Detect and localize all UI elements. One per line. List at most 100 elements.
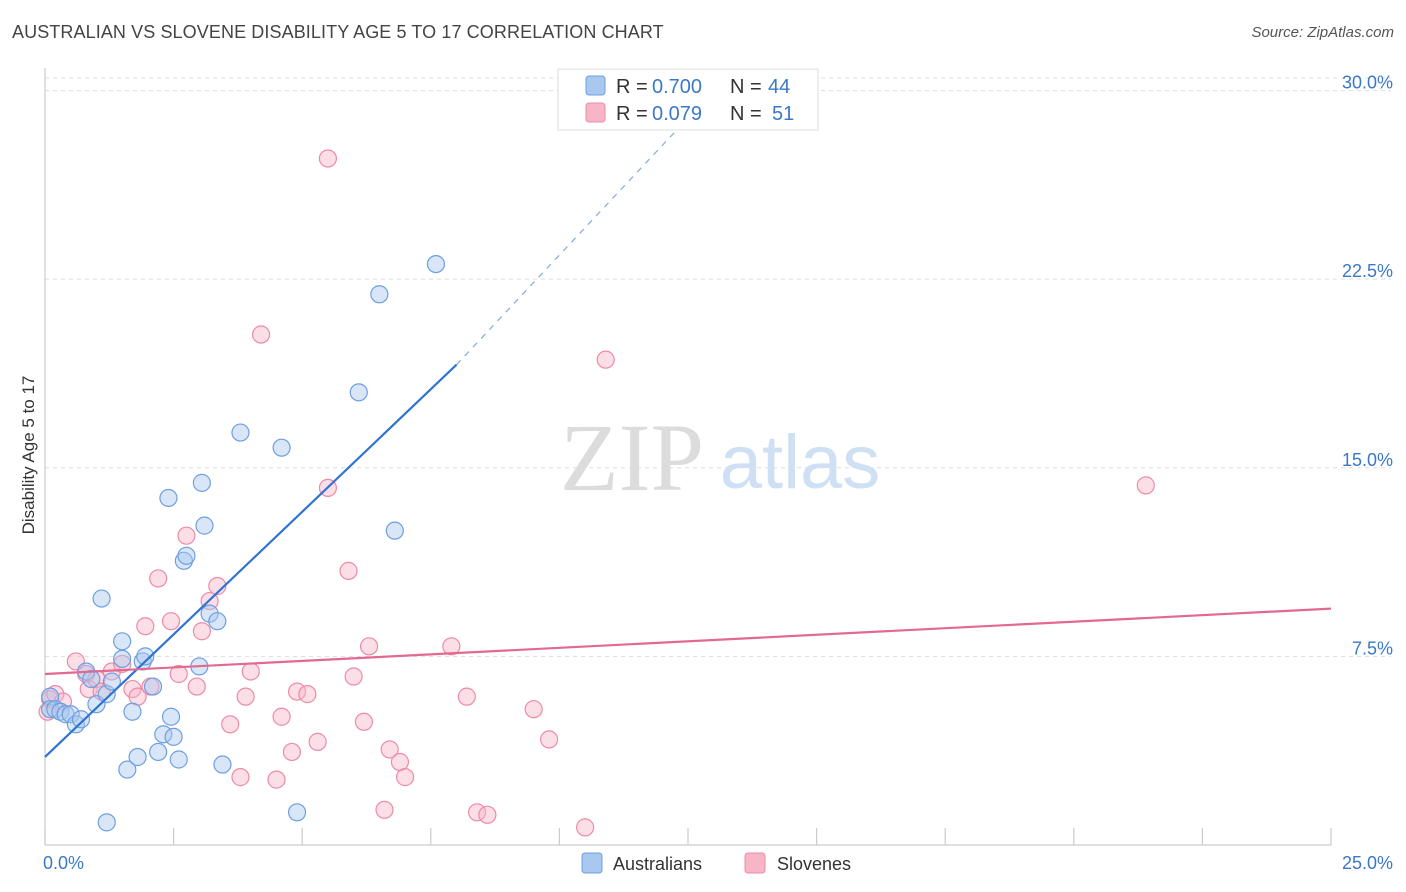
legend-blue-n-value: 44 [768, 76, 790, 98]
australians-point [118, 760, 137, 779]
australians-point [66, 715, 85, 734]
slovenes-point [298, 685, 317, 704]
grid-lines [45, 77, 1391, 657]
slovenes-point [457, 687, 476, 706]
watermark-atlas: atlas [720, 420, 881, 505]
chart-title: AUSTRALIAN VS SLOVENE DISABILITY AGE 5 T… [12, 22, 664, 42]
legend-blue-swatch [585, 75, 606, 96]
legend-blue-r-label: R = [616, 76, 648, 98]
slovenes-point [231, 768, 250, 787]
y-tick-label: 15.0% [1342, 450, 1393, 470]
australians-points [41, 254, 446, 832]
slovenes-point [251, 325, 271, 344]
x-tick-label: 0.0% [43, 853, 84, 873]
slovenes-point [354, 712, 374, 731]
australians-point [128, 747, 147, 767]
slovenes-point [380, 740, 399, 759]
watermark: ZIP atlas [560, 404, 880, 511]
slovenes-point [375, 800, 394, 819]
australians-point [161, 707, 181, 726]
slovenes-point [344, 667, 363, 686]
australians-point [195, 516, 214, 535]
source-label: Source: ZipAtlas.com [1251, 24, 1394, 41]
australians-point [113, 649, 132, 669]
australians-point [426, 254, 446, 274]
australians-point [102, 672, 121, 691]
slovenes-point [149, 569, 168, 588]
slovenes-point [1136, 476, 1155, 495]
legend-pink-n-label: N = [730, 103, 762, 125]
legend-blue-n-label: N = [730, 76, 762, 98]
australians-point [92, 589, 111, 608]
slovenes-point [113, 654, 132, 674]
slovenes-point [308, 732, 327, 751]
slovenes-point [169, 664, 188, 684]
bottom-legend-slovenes: Slovenes [777, 854, 851, 874]
australians-point [123, 702, 142, 721]
australians-point [349, 383, 368, 402]
australians-point [174, 551, 193, 570]
slovenes-point [136, 617, 155, 636]
y-tick-label: 30.0% [1342, 73, 1393, 93]
australians-trend-line [44, 363, 458, 758]
slovenes-trend-line [44, 607, 1332, 676]
legend-pink-r-label: R = [616, 103, 648, 125]
australians-point [192, 473, 211, 492]
slovenes-point [596, 350, 615, 369]
australians-point [149, 742, 168, 762]
tick-labels: 7.5% 15.0% 22.5% 30.0% 0.0% 25.0% [43, 73, 1393, 873]
slovenes-point [272, 707, 291, 726]
series-legend: Australians Slovenes [581, 852, 851, 874]
slovenes-point [187, 677, 206, 696]
legend-pink-swatch [585, 102, 606, 123]
australians-point [143, 677, 163, 696]
slovenes-point [359, 637, 379, 656]
legend-pink-r-value: 0.079 [652, 103, 702, 125]
slovenes-point [241, 662, 260, 681]
slovenes-point [236, 687, 255, 706]
slovenes-point [267, 770, 286, 789]
slovenes-point [390, 752, 410, 772]
trend-lines [44, 90, 1332, 758]
australians-point [177, 546, 196, 565]
slovenes-point [192, 622, 211, 641]
slovenes-point [442, 637, 461, 656]
stats-legend: R = 0.700 N = 44 R = 0.079 N = 51 [557, 68, 819, 131]
australians-point [71, 710, 91, 729]
slovenes-point [339, 561, 358, 580]
legend-pink-n-value: 51 [772, 103, 794, 125]
slovenes-point [221, 715, 240, 734]
bottom-legend-australians: Australians [613, 854, 702, 874]
slovenes-point [540, 730, 559, 749]
slovenes-point [318, 149, 338, 168]
bottom-legend-pink-swatch [744, 852, 766, 874]
australians-point [208, 612, 227, 631]
australians-point [113, 632, 132, 651]
bottom-legend-blue-swatch [581, 852, 603, 874]
slovenes-point [161, 612, 181, 631]
australians-point [159, 488, 178, 508]
slovenes-point [177, 526, 196, 545]
australians-point [164, 727, 183, 746]
australians-point [97, 813, 116, 832]
australians-point [200, 604, 219, 623]
australians-trend-extension [456, 90, 715, 366]
x-tick-label: 25.0% [1342, 853, 1393, 873]
watermark-zip: ZIP [560, 404, 704, 511]
slovenes-point [478, 805, 497, 824]
y-tick-label: 22.5% [1342, 261, 1393, 281]
australians-point [213, 755, 232, 774]
australians-point [272, 438, 291, 457]
slovenes-point [576, 818, 595, 837]
australians-point [287, 803, 307, 822]
y-axis-label: Disability Age 5 to 17 [19, 376, 38, 535]
australians-point [61, 705, 80, 724]
australians-point [169, 750, 188, 769]
legend-blue-r-value: 0.700 [652, 76, 702, 98]
australians-point [136, 647, 155, 666]
australians-point [385, 521, 404, 540]
slovenes-point [524, 700, 543, 719]
slovenes-point [395, 768, 415, 787]
australians-point [231, 423, 250, 442]
